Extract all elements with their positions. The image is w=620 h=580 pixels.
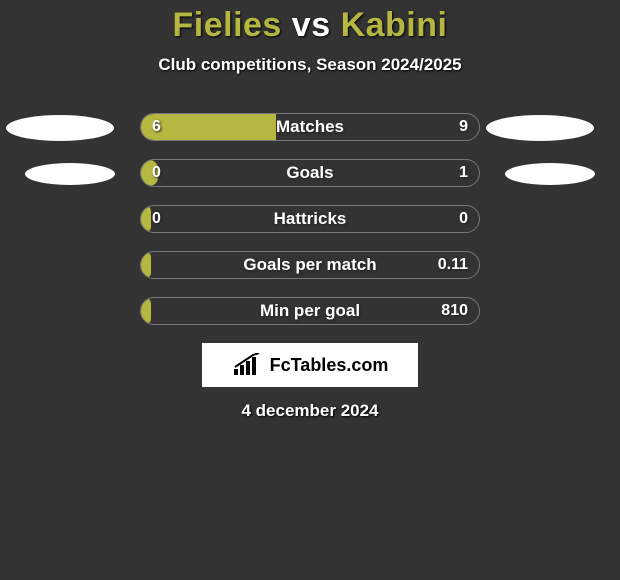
page-title: Fielies vs Kabini	[0, 6, 620, 45]
avatar-oval	[486, 115, 594, 141]
avatar-oval	[25, 163, 115, 185]
date-text: 4 december 2024	[0, 401, 620, 421]
stat-bar-track	[140, 297, 480, 325]
stat-bar-track	[140, 205, 480, 233]
stat-row: Hattricks00	[0, 205, 620, 235]
stat-rows: Matches69 Goals01 Hattricks00 Goals per mat…	[0, 113, 620, 327]
subtitle: Club competitions, Season 2024/2025	[0, 55, 620, 75]
brand-badge: FcTables.com	[202, 343, 418, 387]
stat-bar-fill	[141, 160, 158, 186]
comparison-infographic: Fielies vs Kabini Club competitions, Sea…	[0, 0, 620, 421]
stat-bar-fill	[141, 206, 151, 232]
stat-row: Matches69	[0, 113, 620, 143]
stat-bar-fill	[141, 252, 151, 278]
stat-row: Goals01	[0, 159, 620, 189]
chart-icon	[232, 353, 264, 377]
stat-bar-fill	[141, 298, 151, 324]
stat-bar-track	[140, 113, 480, 141]
player1-name: Fielies	[173, 6, 282, 44]
stat-row: Goals per match0.11	[0, 251, 620, 281]
vs-label: vs	[292, 6, 331, 44]
avatar-oval	[505, 163, 595, 185]
player2-name: Kabini	[341, 6, 448, 44]
stat-row: Min per goal810	[0, 297, 620, 327]
brand-text: FcTables.com	[270, 355, 389, 376]
stat-bar-track	[140, 251, 480, 279]
avatar-oval	[6, 115, 114, 141]
stat-bar-track	[140, 159, 480, 187]
stat-bar-fill	[141, 114, 276, 140]
